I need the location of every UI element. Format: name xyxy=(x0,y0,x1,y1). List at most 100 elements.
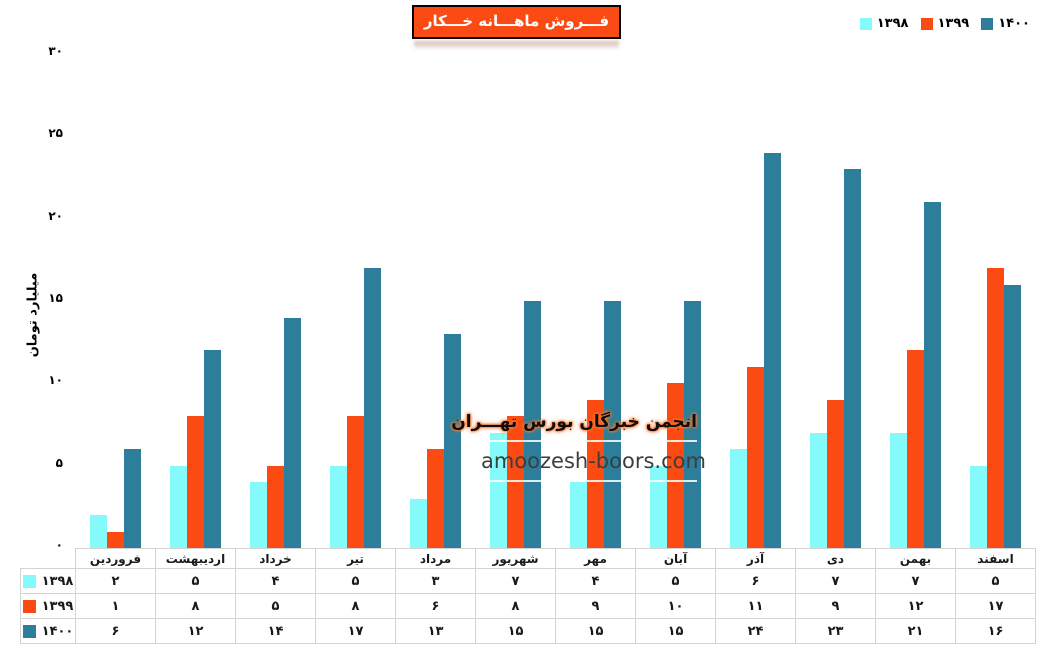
table-value-series3-month2: ۱۲ xyxy=(155,618,236,644)
bar-group-month4 xyxy=(315,54,395,548)
bar-series2-month12 xyxy=(986,268,1004,548)
table-value-series3-month10: ۲۳ xyxy=(795,618,876,644)
bar-series2-month6 xyxy=(506,416,524,548)
table-series-row-2: ۱۳۹۹ ۱ ۸ ۵ ۸ ۶ ۸ ۹ ۱۰ ۱۱ ۹ ۱۲ ۱۷ xyxy=(20,593,1036,619)
bar-series1-month10 xyxy=(809,432,827,548)
bar-series3-month3 xyxy=(283,317,301,548)
bar-series3-month12 xyxy=(1003,284,1021,548)
chart-title-reflection xyxy=(414,41,619,50)
bar-group-month6 xyxy=(475,54,555,548)
table-month-header-11: بهمن xyxy=(875,548,956,569)
table-series-row-3: ۱۴۰۰ ۶ ۱۲ ۱۴ ۱۷ ۱۳ ۱۵ ۱۵ ۱۵ ۲۴ ۲۳ ۲۱ ۱۶ xyxy=(20,618,1036,644)
table-value-series3-month4: ۱۷ xyxy=(315,618,396,644)
watermark: انجمن خبرگان بورس تهـــران amoozesh-boor… xyxy=(451,407,706,485)
table-value-series2-month10: ۹ xyxy=(795,593,876,619)
bar-series1-month7 xyxy=(569,482,587,548)
bar-series2-month7 xyxy=(586,399,604,548)
table-month-header-2: اردیبهشت xyxy=(155,548,236,569)
bar-series1-month5 xyxy=(409,498,427,548)
bar-series1-month11 xyxy=(889,432,907,548)
table-value-series3-month9: ۲۴ xyxy=(715,618,796,644)
legend-label: ۱۳۹۸ xyxy=(876,16,909,31)
bar-group-month3 xyxy=(235,54,315,548)
table-year-header-1: ۱۳۹۸ xyxy=(20,568,76,594)
bar-group-month12 xyxy=(955,54,1035,548)
bar-series3-month7 xyxy=(603,301,621,548)
bar-series1-month2 xyxy=(169,465,187,548)
table-value-series1-month12: ۵ xyxy=(955,568,1036,594)
bar-group-month2 xyxy=(155,54,235,548)
watermark-divider-top xyxy=(481,440,697,442)
y-tick-label: ۵ xyxy=(55,456,63,470)
bar-group-month5 xyxy=(395,54,475,548)
legend-swatch xyxy=(859,17,872,30)
table-value-series3-month7: ۱۵ xyxy=(555,618,636,644)
bar-group-month9 xyxy=(715,54,795,548)
table-value-series3-month5: ۱۳ xyxy=(395,618,476,644)
table-month-header-12: اسفند xyxy=(955,548,1036,569)
bar-series3-month9 xyxy=(763,152,781,548)
bar-series2-month3 xyxy=(266,465,284,548)
table-series-row-1: ۱۳۹۸ ۲ ۵ ۴ ۵ ۳ ۷ ۴ ۵ ۶ ۷ ۷ ۵ xyxy=(20,568,1036,594)
table-month-header-6: شهریور xyxy=(475,548,556,569)
chart-data-table: فروردین اردیبهشت خرداد تیر مرداد شهریور مهر آبا… xyxy=(20,548,1036,644)
legend-swatch xyxy=(920,17,933,30)
table-value-series1-month7: ۴ xyxy=(555,568,636,594)
watermark-persian-text: انجمن خبرگان بورس تهـــران xyxy=(451,412,697,432)
bar-series1-month12 xyxy=(969,465,987,548)
table-value-series2-month4: ۸ xyxy=(315,593,396,619)
bar-series3-month1 xyxy=(123,449,141,548)
table-corner-cell xyxy=(21,549,76,569)
bar-series1-month4 xyxy=(329,465,347,548)
bar-series2-month11 xyxy=(906,350,924,548)
series-color-swatch xyxy=(22,624,36,638)
bar-series3-month8 xyxy=(683,301,701,548)
table-value-series1-month6: ۷ xyxy=(475,568,556,594)
bar-group-month10 xyxy=(795,54,875,548)
series-year-label: ۱۳۹۹ xyxy=(41,598,74,614)
table-month-header-10: دی xyxy=(795,548,876,569)
bar-group-month7 xyxy=(555,54,635,548)
table-month-header-9: آذر xyxy=(715,548,796,569)
y-tick-label: ۰ xyxy=(55,538,63,552)
bar-series3-month4 xyxy=(363,268,381,548)
table-value-series2-month5: ۶ xyxy=(395,593,476,619)
table-value-series2-month1: ۱ xyxy=(75,593,156,619)
series-year-label: ۱۴۰۰ xyxy=(41,623,74,639)
table-value-series3-month11: ۲۱ xyxy=(875,618,956,644)
table-value-series2-month3: ۵ xyxy=(235,593,316,619)
bar-series2-month4 xyxy=(346,416,364,548)
y-tick-label: ۲۰ xyxy=(48,209,63,223)
table-month-header-7: مهر xyxy=(555,548,636,569)
legend-swatch xyxy=(981,17,994,30)
table-value-series2-month8: ۱۰ xyxy=(635,593,716,619)
table-value-series2-month12: ۱۷ xyxy=(955,593,1036,619)
series-color-swatch xyxy=(22,574,36,588)
table-value-series1-month9: ۶ xyxy=(715,568,796,594)
table-value-series3-month8: ۱۵ xyxy=(635,618,716,644)
bar-series2-month5 xyxy=(426,449,444,548)
table-value-series3-month12: ۱۶ xyxy=(955,618,1036,644)
bar-group-month11 xyxy=(875,54,955,548)
bar-series3-month5 xyxy=(443,333,461,548)
bar-series1-month3 xyxy=(249,482,267,548)
y-axis-title: میلیارد تومان xyxy=(25,272,41,358)
table-value-series2-month11: ۱۲ xyxy=(875,593,956,619)
bar-group-month8 xyxy=(635,54,715,548)
table-month-header-8: آبان xyxy=(635,548,716,569)
table-year-header-2: ۱۳۹۹ xyxy=(20,593,76,619)
bar-series1-month8 xyxy=(649,465,667,548)
bar-series2-month9 xyxy=(746,366,764,548)
table-year-header-3: ۱۴۰۰ xyxy=(20,618,76,644)
plot-area xyxy=(75,54,1035,548)
bar-series2-month8 xyxy=(666,383,684,548)
table-month-row: فروردین اردیبهشت خرداد تیر مرداد شهریور مهر آبا… xyxy=(21,548,1036,569)
table-value-series1-month10: ۷ xyxy=(795,568,876,594)
series-color-swatch xyxy=(22,599,36,613)
table-value-series2-month6: ۸ xyxy=(475,593,556,619)
table-value-series1-month5: ۳ xyxy=(395,568,476,594)
bar-series3-month11 xyxy=(923,202,941,548)
table-month-header-3: خرداد xyxy=(235,548,316,569)
bar-series2-month10 xyxy=(826,399,844,548)
